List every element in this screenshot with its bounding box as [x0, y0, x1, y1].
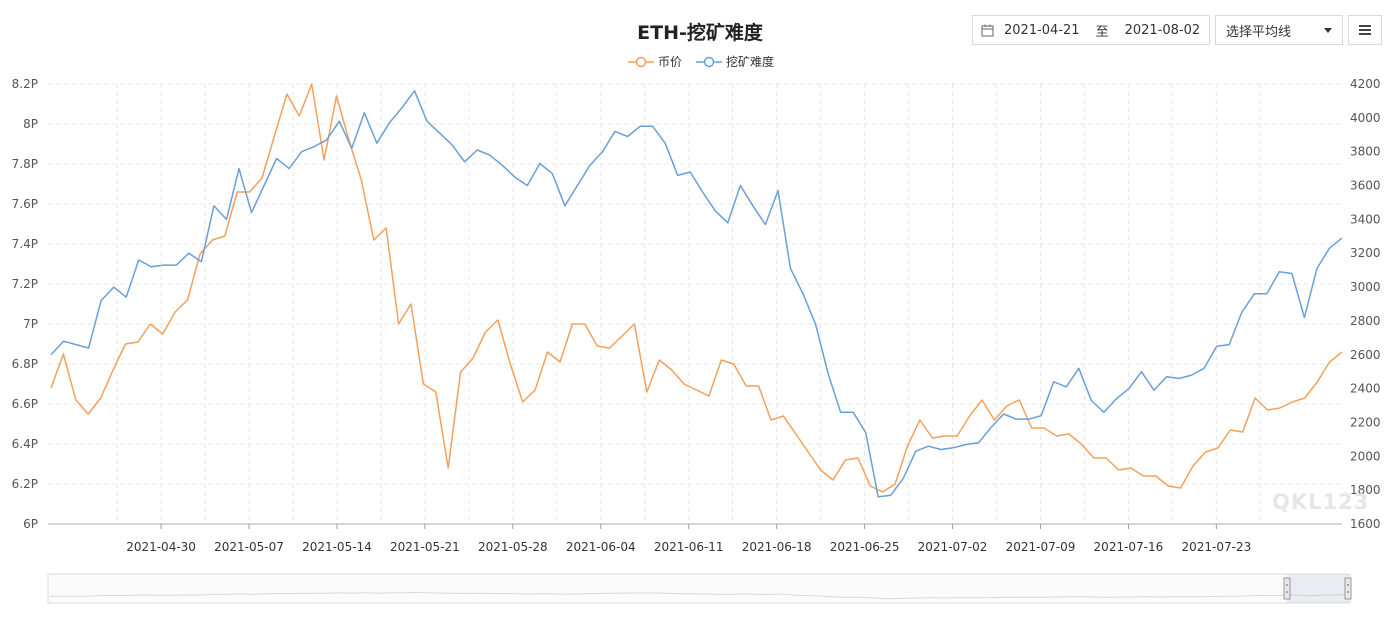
y-right-tick-label: 4200: [1350, 77, 1381, 91]
x-tick-label: 2021-07-02: [918, 540, 988, 554]
y-right-tick-label: 3200: [1350, 246, 1381, 260]
date-end-input[interactable]: 2021-08-02: [1124, 22, 1201, 38]
y-left-tick-label: 7P: [23, 317, 38, 331]
x-tick-label: 2021-05-28: [478, 540, 548, 554]
data-zoom-preview-line: [49, 591, 1349, 600]
legend: 币价 挖矿难度: [628, 53, 774, 70]
y-right-tick-label: 1600: [1350, 517, 1381, 531]
legend-item-difficulty[interactable]: 挖矿难度: [696, 53, 774, 70]
x-tick-label: 2021-06-25: [830, 540, 900, 554]
x-tick-label: 2021-06-11: [654, 540, 724, 554]
legend-swatch-difficulty: [696, 56, 723, 67]
y-right-tick-label: 4000: [1350, 111, 1381, 125]
y-left-tick-label: 8P: [23, 117, 38, 131]
x-tick-label: 2021-07-23: [1181, 540, 1251, 554]
y-right-tick-label: 3000: [1350, 280, 1381, 294]
date-separator: 至: [1095, 24, 1109, 40]
legend-swatch-price: [628, 56, 654, 67]
drag-handle-icon: [1344, 577, 1352, 600]
y-left-tick-label: 7.6P: [12, 197, 38, 211]
toolbar: 2021-04-21 至 2021-08-02 选择平均线: [972, 15, 1382, 45]
y-left-tick-label: 7.2P: [12, 277, 38, 291]
y-right-tick-label: 2800: [1350, 314, 1381, 328]
hamburger-icon: [1359, 25, 1371, 35]
y-left-tick-label: 7.8P: [12, 157, 38, 171]
series-line-price: [50, 83, 1343, 493]
chevron-down-icon: [1324, 27, 1332, 33]
y-right-tick-label: 2200: [1350, 415, 1381, 429]
watermark-logo: QKL123: [1272, 490, 1370, 514]
y-left-tick-label: 8.2P: [12, 77, 38, 91]
x-tick-label: 2021-06-04: [566, 540, 636, 554]
legend-label-price: 币价: [658, 55, 683, 69]
menu-button[interactable]: [1348, 15, 1382, 45]
y-right-tick-label: 3800: [1350, 145, 1381, 159]
y-right-tick-label: 3600: [1350, 179, 1381, 193]
y-right-tick-label: 1800: [1350, 483, 1381, 497]
y-left-tick-label: 6P: [23, 517, 38, 531]
data-zoom-track: [47, 573, 1351, 604]
y-right-tick-label: 3400: [1350, 212, 1381, 226]
data-zoom-window: [1287, 574, 1349, 603]
y-right-tick-label: 2000: [1350, 449, 1381, 463]
y-right-tick-label: 2400: [1350, 382, 1381, 396]
x-tick-label: 2021-05-07: [214, 540, 284, 554]
x-tick-label: 2021-04-30: [126, 540, 196, 554]
y-left-tick-label: 6.4P: [12, 437, 38, 451]
x-tick-label: 2021-05-21: [390, 540, 460, 554]
date-range-picker[interactable]: 2021-04-21 至 2021-08-02: [972, 15, 1210, 45]
data-zoom-handle-left[interactable]: [1283, 577, 1291, 600]
series-line-difficulty: [50, 90, 1343, 498]
calendar-icon: [981, 24, 994, 36]
x-tick-label: 2021-06-18: [742, 540, 812, 554]
x-tick-label: 2021-05-14: [302, 540, 372, 554]
y-left-tick-label: 6.2P: [12, 477, 38, 491]
legend-label-difficulty: 挖矿难度: [726, 55, 775, 69]
date-start-input[interactable]: 2021-04-21: [1004, 22, 1080, 38]
y-left-tick-label: 6.8P: [12, 357, 38, 371]
legend-item-price[interactable]: 币价: [628, 53, 682, 70]
moving-average-select-label: 选择平均线: [1226, 24, 1292, 40]
x-tick-label: 2021-07-09: [1006, 540, 1076, 554]
drag-handle-icon: [1283, 577, 1291, 600]
moving-average-select[interactable]: 选择平均线: [1215, 15, 1343, 45]
y-right-tick-label: 2600: [1350, 348, 1381, 362]
x-tick-label: 2021-07-16: [1094, 540, 1164, 554]
y-left-tick-label: 7.4P: [12, 237, 38, 251]
y-left-tick-label: 6.6P: [12, 397, 38, 411]
chart-title: ETH-挖矿难度: [637, 22, 763, 44]
data-zoom-handle-right[interactable]: [1344, 577, 1352, 600]
